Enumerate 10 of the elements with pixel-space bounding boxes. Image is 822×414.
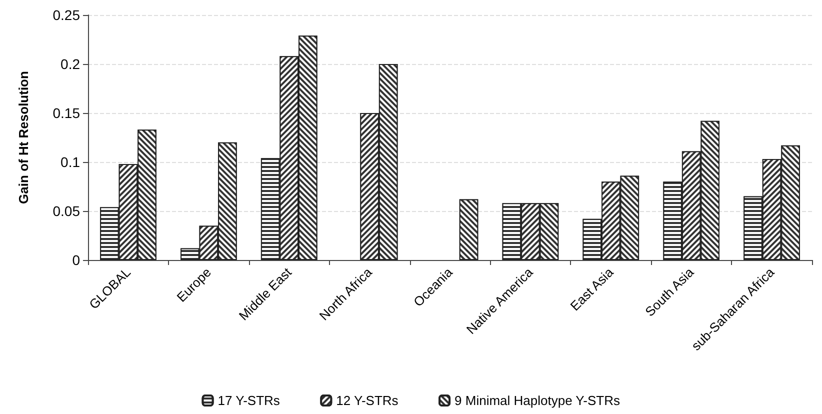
y-axis-title: Gain of Ht Resolution [16, 71, 31, 204]
y-tick-label: 0.1 [60, 154, 80, 170]
y-tick-label: 0.05 [52, 203, 80, 219]
y-tick-label: 0 [72, 252, 80, 268]
legend-label: 17 Y-STRs [218, 393, 280, 408]
legend-label: 12 Y-STRs [336, 393, 399, 408]
legend-label: 9 Minimal Haplotype Y-STRs [454, 393, 620, 408]
y-tick-label: 0.2 [60, 56, 80, 72]
y-tick-label: 0.25 [52, 7, 80, 23]
y-tick-label: 0.15 [52, 105, 80, 121]
